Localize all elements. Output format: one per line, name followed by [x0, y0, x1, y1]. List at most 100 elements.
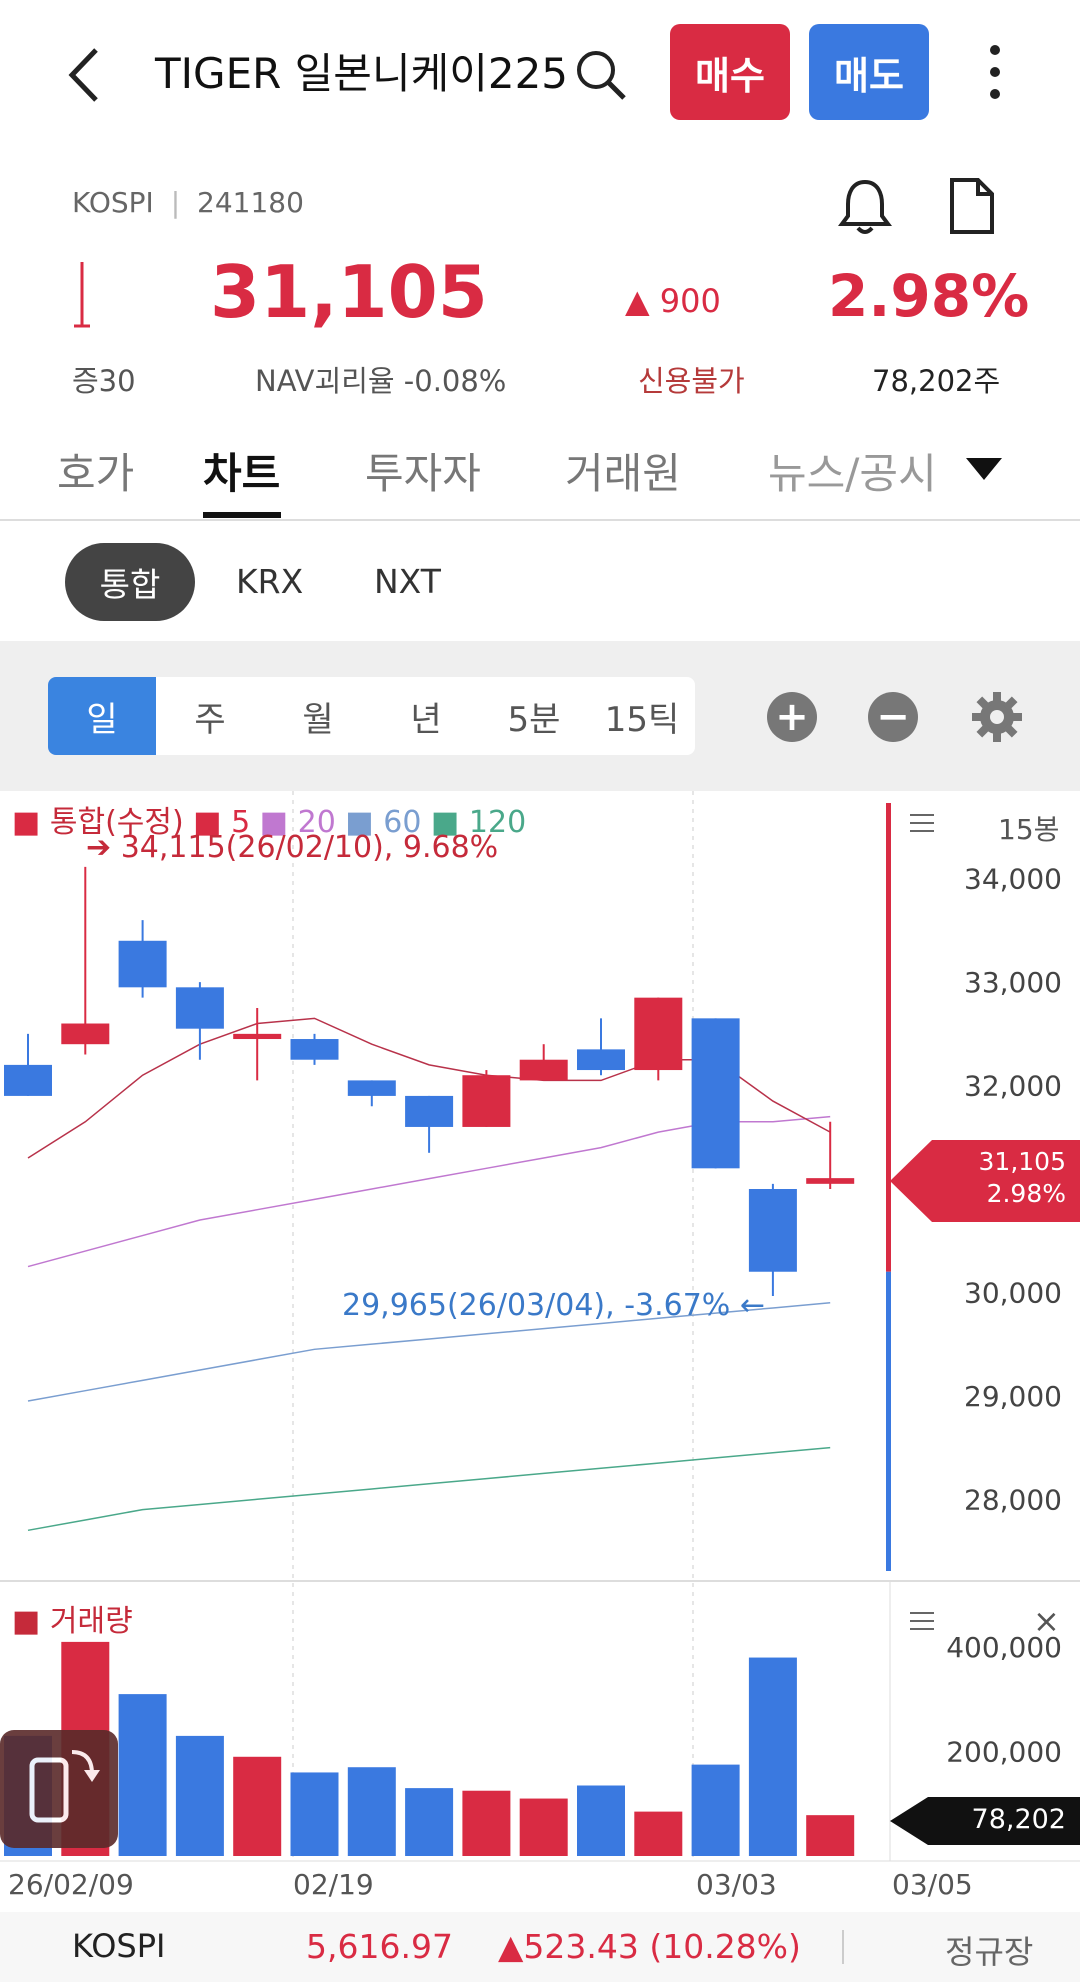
index-value: 5,616.97: [306, 1927, 453, 1966]
candle-body: [462, 1075, 511, 1127]
volume-bar: [118, 1694, 167, 1856]
candle-body: [347, 1080, 396, 1096]
chart-background: [0, 791, 1080, 1912]
candle-body: [806, 1178, 855, 1184]
candle-body: [405, 1095, 454, 1127]
volume-menu-icon[interactable]: [908, 1610, 936, 1632]
trade-volume: 78,202주: [872, 364, 1001, 398]
buy-button[interactable]: 매수: [670, 24, 790, 120]
zoom-out-icon[interactable]: −: [868, 692, 918, 742]
legend-ma60-swatch: ■: [345, 805, 384, 840]
volume-legend-swatch: ■: [12, 1604, 50, 1639]
x-tick-label: 03/03: [696, 1868, 777, 1901]
right-arrow-icon: ➔: [86, 830, 121, 865]
search-icon[interactable]: [572, 46, 628, 102]
legend-main-label: 통합(수정): [49, 805, 184, 840]
index-bar: [0, 1912, 1080, 1982]
exchange-tab-combined[interactable]: 통합: [65, 543, 195, 621]
volume-bar: [691, 1764, 740, 1856]
credit-status: 신용불가: [638, 364, 745, 398]
candle-body: [691, 1018, 740, 1169]
sell-button[interactable]: 매도: [809, 24, 929, 120]
price-change: ▲ 900: [625, 282, 721, 320]
flag-rate: 2.98%: [986, 1179, 1066, 1208]
tab-broker[interactable]: 거래원: [565, 449, 681, 498]
candle-body: [519, 1059, 568, 1081]
volume-flag: 78,202: [890, 1797, 1080, 1845]
document-icon[interactable]: [946, 176, 996, 236]
ma120-line: [27, 1446, 831, 1532]
volume-tick-label: 200,000: [946, 1736, 1062, 1769]
exchange-tab-krx[interactable]: KRX: [236, 562, 304, 601]
volume-tick-label: 400,000: [946, 1631, 1062, 1664]
settings-gear-icon[interactable]: [970, 690, 1024, 744]
index-change: ▲523.43 (10.28%): [498, 1927, 801, 1966]
low-annotation: 29,965(26/03/04), -3.67% ←: [342, 1288, 765, 1323]
legend-ma60: 60: [383, 805, 422, 840]
zoom-in-icon[interactable]: +: [767, 692, 817, 742]
change-rate: 2.98%: [828, 262, 1030, 330]
volume-bar: [806, 1815, 855, 1856]
y-tick-label: 34,000: [964, 863, 1062, 896]
low-note: 29,965(26/03/04), -3.67%: [342, 1288, 731, 1323]
y-tick-label: 32,000: [964, 1070, 1062, 1103]
x-tick-label: 26/02/09: [8, 1868, 134, 1901]
period-5min[interactable]: 5분: [507, 699, 561, 740]
rotate-screen-button[interactable]: [0, 1730, 118, 1848]
bell-icon[interactable]: [838, 176, 892, 236]
price-chart[interactable]: 34,000 33,000 32,000 30,000 29,000 28,000 400,…: [0, 791, 1080, 1912]
up-triangle-icon: ▲: [625, 282, 650, 320]
flag-price: 31,105: [978, 1147, 1066, 1176]
back-arrow-icon[interactable]: [60, 40, 110, 110]
chart-legend: ■ 통합(수정) ■ 5 ■ 20 ■ 60 ■ 120: [12, 797, 526, 841]
change-value: 900: [659, 282, 721, 320]
high-annotation: ➔ 34,115(26/02/10), 9.68%: [86, 830, 498, 865]
period-week[interactable]: 주: [194, 699, 226, 740]
current-price: 31,105: [210, 250, 488, 334]
candle-body: [290, 1039, 339, 1060]
y-tick-label: 33,000: [964, 966, 1062, 999]
bar-count-label: 15봉: [998, 813, 1060, 846]
tab-investor[interactable]: 투자자: [365, 449, 481, 498]
market-code: KOSPI | 241180: [72, 186, 304, 219]
x-tick-label: 03/05: [892, 1868, 973, 1901]
left-arrow-icon: ←: [730, 1288, 766, 1323]
volume-close-icon[interactable]: ×: [1033, 1602, 1060, 1640]
tab-orderbook[interactable]: 호가: [57, 449, 135, 498]
volume-bar: [462, 1790, 511, 1856]
separator: |: [170, 186, 181, 219]
volume-bar: [175, 1735, 224, 1856]
legend-ma5-swatch: ■: [193, 805, 232, 840]
candle-body: [118, 940, 167, 988]
page-title: TIGER 일본니케이225: [155, 49, 569, 98]
legend-ma20: 20: [297, 805, 336, 840]
candle-body: [577, 1049, 625, 1071]
tab-news[interactable]: 뉴스/공시: [768, 449, 937, 498]
volume-bar: [290, 1772, 339, 1856]
divider: [842, 1930, 844, 1964]
volume-bar: [748, 1657, 797, 1856]
divider: [0, 519, 1080, 521]
candle-body: [748, 1189, 797, 1272]
period-month[interactable]: 월: [302, 699, 334, 740]
more-vertical-icon[interactable]: [980, 42, 1010, 102]
price-range-bar-down: [886, 1271, 891, 1571]
tab-chart[interactable]: 차트: [203, 449, 281, 498]
volume-legend: ■ 거래량: [12, 1596, 133, 1640]
y-tick-label: 28,000: [964, 1483, 1062, 1516]
session-status: 정규장: [945, 1933, 1034, 1971]
dropdown-triangle-icon[interactable]: [964, 456, 1004, 482]
y-tick-label: 29,000: [964, 1380, 1062, 1413]
candle-body: [233, 1033, 282, 1040]
exchange-tab-nxt[interactable]: NXT: [374, 562, 441, 601]
candle-body: [175, 987, 224, 1029]
volume-bar: [347, 1767, 396, 1856]
legend-ma5: 5: [231, 805, 251, 840]
period-year[interactable]: 년: [410, 699, 442, 740]
volume-bar: [634, 1811, 683, 1856]
ma60-line: [27, 1302, 831, 1402]
period-day[interactable]: 일: [48, 677, 156, 755]
volume-title: 거래량: [49, 1604, 133, 1639]
menu-icon[interactable]: [908, 812, 936, 834]
period-15tick[interactable]: 15틱: [604, 699, 680, 740]
